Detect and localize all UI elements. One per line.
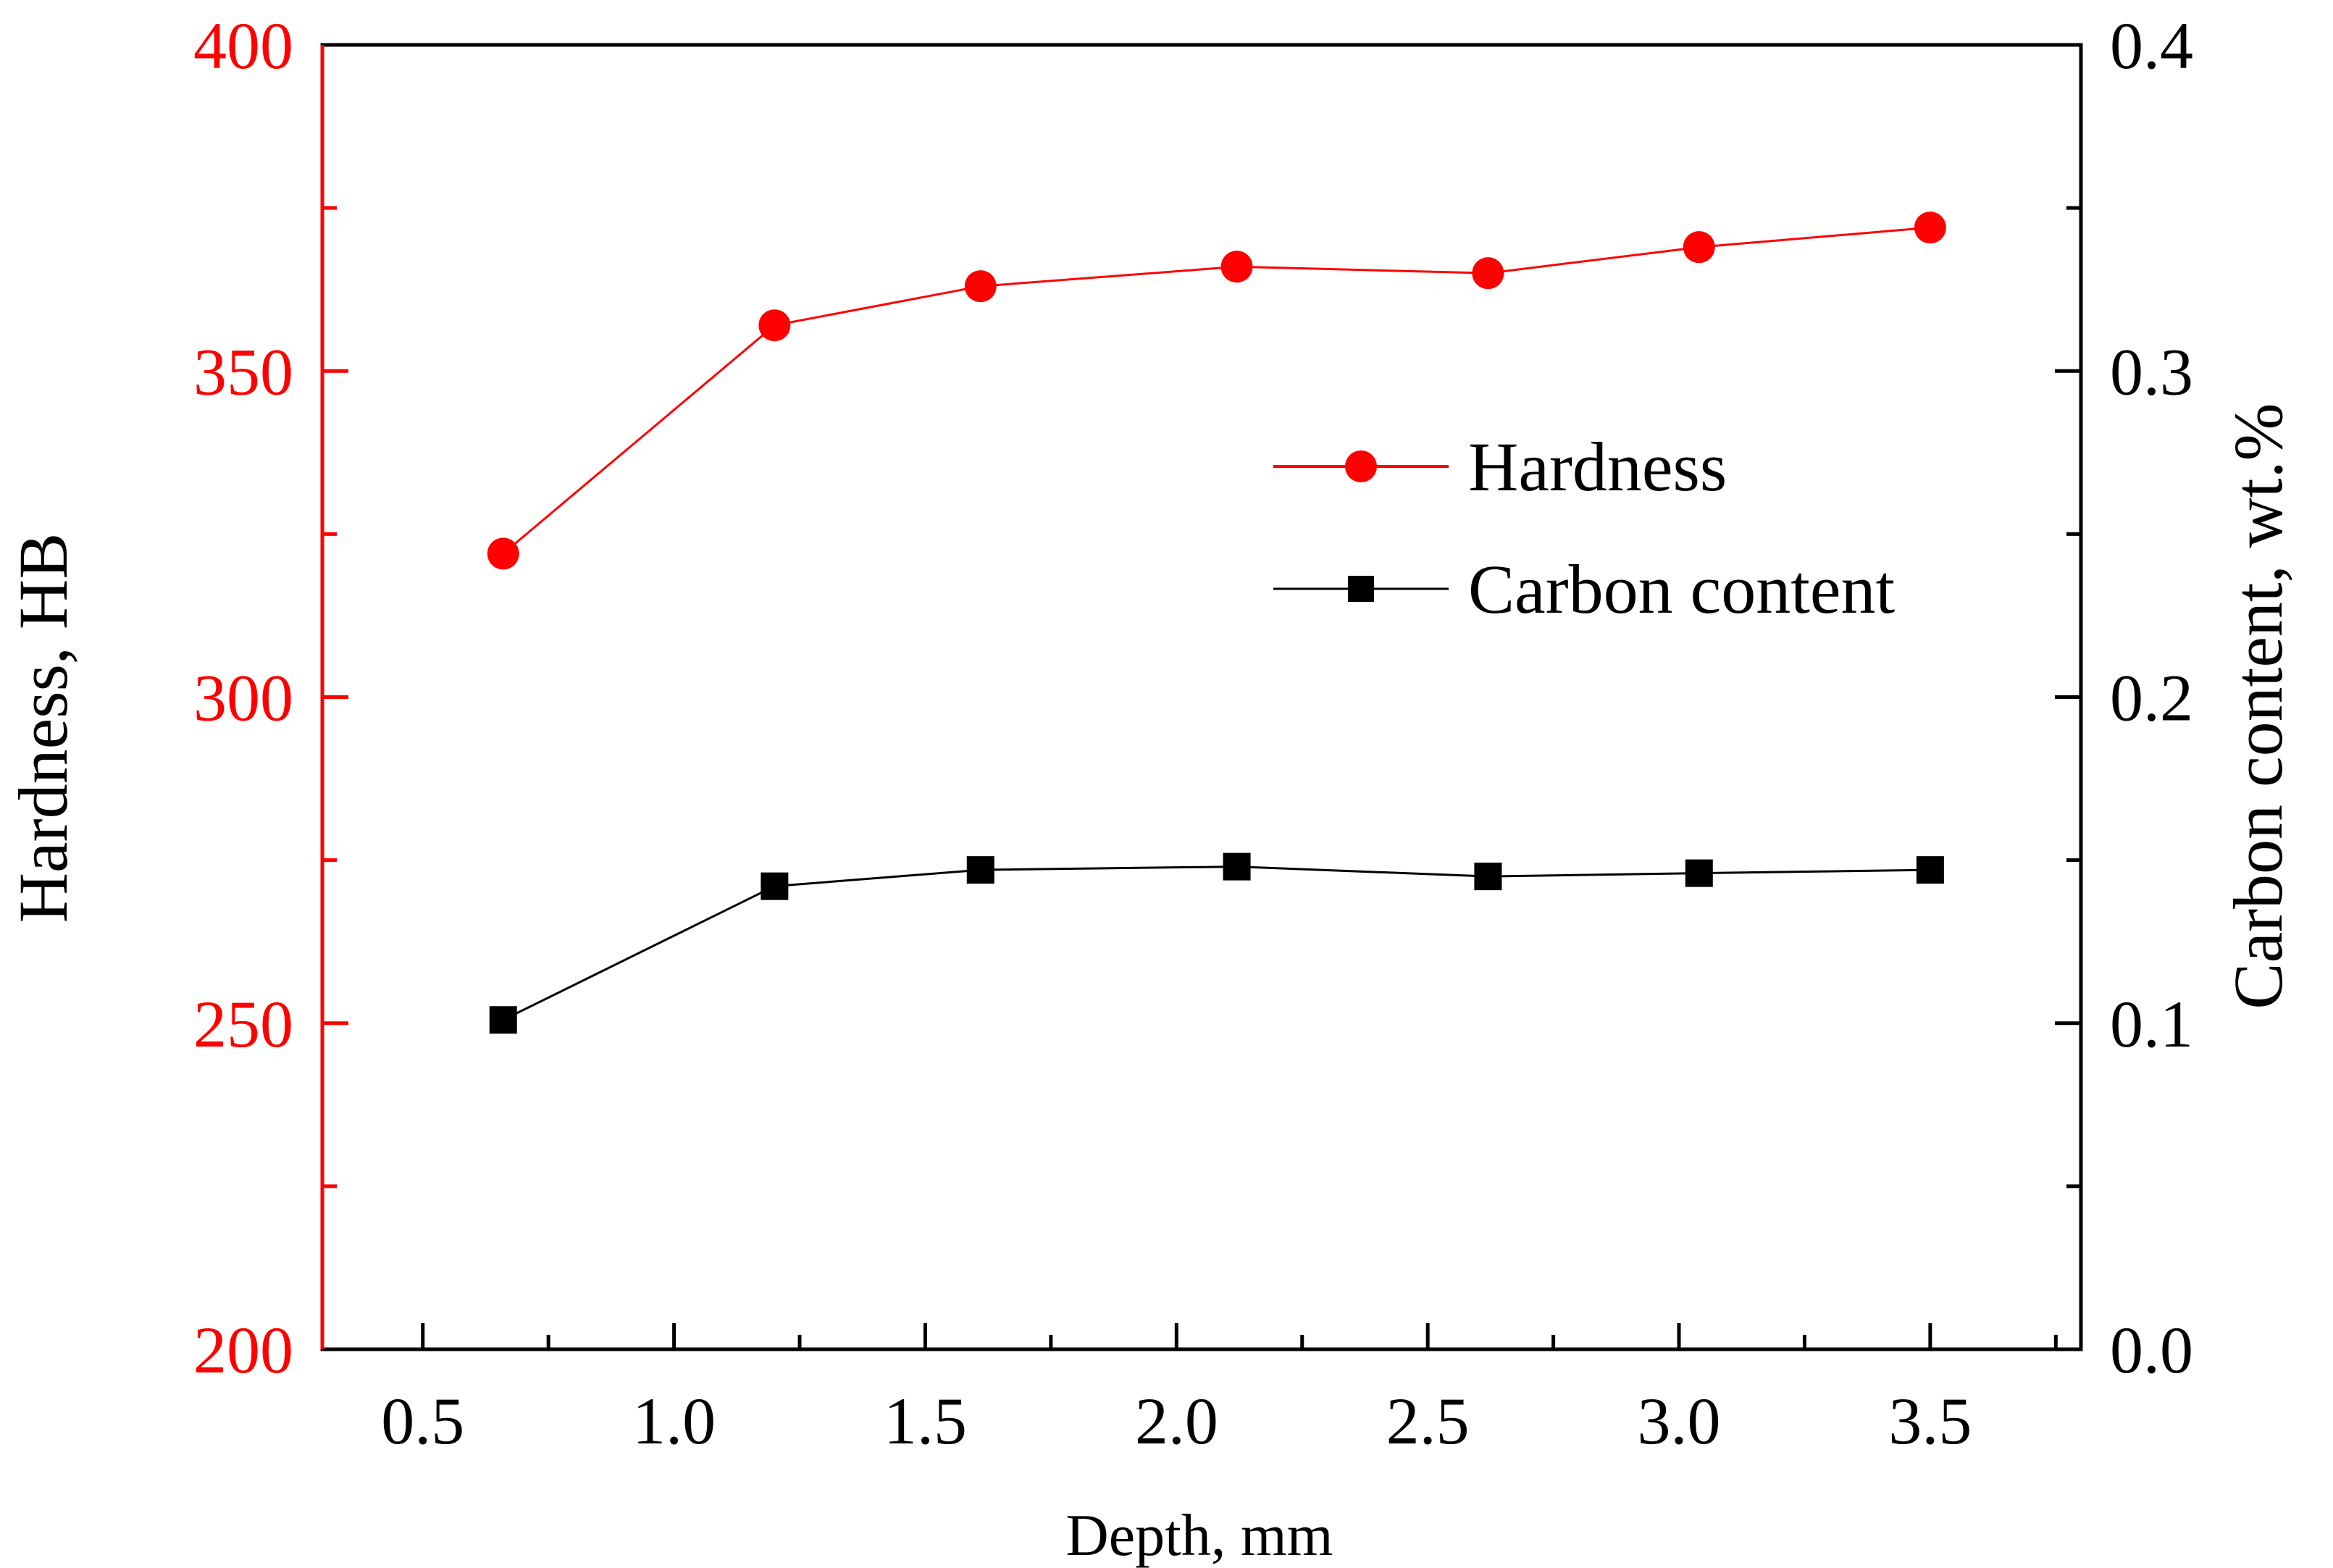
data-point-hardness (487, 537, 519, 570)
tick-labels: 0.5 1.0 1.5 2.0 2.5 3.0 3.5 200 250 300 350 400 0.0 0… (193, 9, 2193, 1458)
data-point-hardness (1914, 211, 1946, 244)
data-point-carbon-content (761, 872, 789, 900)
right-axis-title: Carbon content, wt.% (2219, 403, 2297, 1009)
axis-ticks (322, 43, 2081, 1351)
legend-item-hardness: Hardness (1273, 428, 1727, 506)
legend-marker-hardness (1345, 450, 1377, 482)
x-tick-label: 3.5 (1888, 1384, 1972, 1458)
y-tick-label: 200 (193, 1313, 293, 1387)
data-point-hardness (1683, 231, 1715, 264)
x-axis-title: Depth, mm (1066, 1502, 1333, 1568)
x-tick-label: 2.0 (1135, 1384, 1218, 1458)
y2-tick-label: 0.1 (2110, 987, 2193, 1061)
y2-tick-label: 0.2 (2110, 661, 2193, 735)
x-tick-label: 1.0 (632, 1384, 716, 1458)
plot-frame (320, 43, 2083, 1351)
y2-tick-label: 0.0 (2110, 1313, 2193, 1387)
series-layer (487, 211, 1946, 1034)
data-point-hardness (964, 270, 997, 303)
series-line-carbon-content (503, 865, 1930, 1021)
y-tick-label: 350 (193, 335, 293, 408)
y2-tick-label: 0.4 (2110, 9, 2193, 83)
left-axis-title: Hardness, HB (4, 533, 82, 923)
x-tick-label: 0.5 (381, 1384, 464, 1458)
data-point-hardness (1220, 251, 1253, 283)
legend-label-hardness: Hardness (1468, 428, 1727, 506)
data-point-carbon-content (1223, 852, 1251, 881)
legend-label-carbon-content: Carbon content (1468, 550, 1896, 628)
x-tick-label: 2.5 (1386, 1384, 1470, 1458)
data-point-carbon-content (966, 856, 994, 884)
data-point-hardness (1472, 257, 1504, 290)
x-tick-label: 3.0 (1638, 1384, 1721, 1458)
data-point-carbon-content (1474, 863, 1502, 891)
legend-item-carbon-content: Carbon content (1273, 550, 1896, 628)
data-point-carbon-content (1916, 856, 1944, 884)
y-tick-label: 250 (193, 987, 293, 1061)
legend-marker-carbon-content (1348, 576, 1374, 602)
data-point-hardness (758, 309, 791, 342)
legend: Hardness Carbon content (1273, 428, 1896, 628)
y-tick-label: 400 (193, 9, 293, 83)
y2-tick-label: 0.3 (2110, 335, 2193, 408)
data-point-carbon-content (489, 1006, 517, 1034)
y-tick-label: 300 (193, 661, 293, 735)
x-tick-label: 1.5 (884, 1384, 967, 1458)
data-point-carbon-content (1685, 859, 1713, 887)
